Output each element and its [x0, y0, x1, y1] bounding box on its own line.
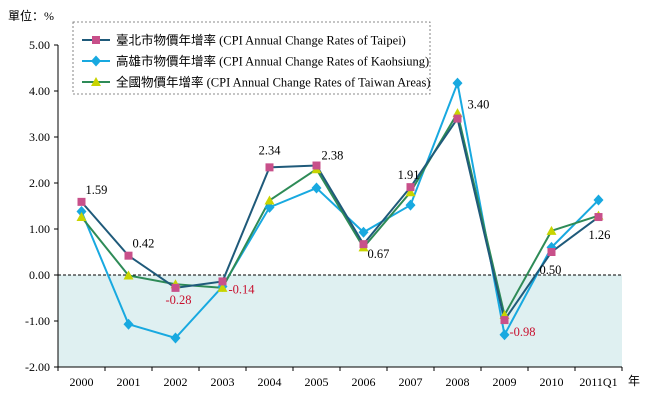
y-axis-unit-label: 單位：%	[8, 8, 54, 23]
legend-swatch-marker	[91, 55, 101, 67]
data-label: 2.34	[259, 143, 282, 157]
x-tick-label: 2010	[540, 375, 564, 389]
data-label: 2.38	[322, 149, 344, 163]
legend-entry: 全國物價年增率 (CPI Annual Change Rates of Taiw…	[116, 75, 430, 90]
data-label: -0.28	[165, 293, 191, 307]
series-line-square	[80, 116, 600, 323]
x-tick-label: 2006	[352, 375, 376, 389]
x-tick-label: 2002	[164, 375, 188, 389]
legend: 臺北市物價年增率 (CPI Annual Change Rates of Tai…	[72, 21, 431, 95]
series-point-diamond	[499, 329, 510, 341]
series-point-square	[171, 283, 180, 292]
series-point-square	[265, 163, 274, 172]
legend-swatch-marker	[92, 36, 100, 44]
x-tick-label: 2000	[70, 375, 94, 389]
series-point-diamond	[405, 199, 416, 211]
series-point-square	[124, 251, 133, 260]
series-point-triangle	[264, 195, 275, 205]
x-tick-label: 2001	[117, 375, 141, 389]
series-point-triangle	[76, 212, 87, 222]
series-point-diamond	[358, 226, 369, 238]
x-tick-label: 2008	[446, 375, 470, 389]
y-tick-label: 1.00	[29, 222, 50, 236]
series-point-triangle	[123, 270, 134, 280]
series-point-diamond	[76, 206, 87, 218]
series-point-diamond	[593, 194, 604, 206]
series-point-square	[77, 197, 86, 206]
data-label: 1.91	[398, 168, 420, 182]
series-point-diamond	[264, 201, 275, 213]
legend-entry: 臺北市物價年增率 (CPI Annual Change Rates of Tai…	[116, 33, 406, 48]
series-point-square	[406, 183, 415, 192]
series-group	[76, 77, 604, 344]
x-tick-label: 2003	[211, 375, 235, 389]
series-point-square	[312, 161, 321, 170]
x-tick-label: 2007	[399, 375, 423, 389]
data-labels: 1.59 0.42 -0.28 -0.14 2.34 2.38 0.67 1.91 3.40 -0…	[86, 98, 611, 339]
y-tick-label: 3.00	[29, 130, 50, 144]
data-label: 1.59	[86, 183, 108, 197]
y-axis-ticks: 5.00 4.00 3.00 2.00 1.00 0.00 -1.00 -2.00	[25, 38, 58, 374]
legend-swatch-marker	[91, 77, 101, 86]
series-point-diamond	[123, 318, 134, 330]
data-label: 1.26	[589, 228, 611, 242]
x-tick-label: 2005	[305, 375, 329, 389]
x-axis-unit-label: 年	[628, 374, 640, 388]
data-label: -0.98	[510, 325, 536, 339]
y-tick-label: -1.00	[25, 314, 50, 328]
series-point-triangle	[217, 282, 228, 292]
series-point-square	[218, 277, 227, 286]
data-label: 0.50	[540, 263, 562, 277]
negative-region-band	[58, 275, 622, 367]
data-label: 0.42	[133, 237, 155, 251]
x-axis-ticks: 2000 2001 2002 2003 2004 2005 2006 2007 2008 2009…	[57, 367, 623, 389]
y-tick-label: 5.00	[29, 38, 50, 52]
data-label: 3.40	[468, 98, 490, 112]
series-point-square	[453, 114, 462, 123]
y-tick-label: -2.00	[25, 360, 50, 374]
x-tick-label: 2009	[493, 375, 517, 389]
data-label: 0.67	[368, 247, 390, 261]
y-tick-label: 0.00	[29, 268, 50, 282]
legend-entry: 高雄市物價年增率 (CPI Annual Change Rates of Kao…	[116, 54, 429, 69]
x-tick-label: 2004	[258, 375, 282, 389]
y-tick-label: 4.00	[29, 84, 50, 98]
series-point-diamond	[452, 77, 463, 89]
series-point-square	[547, 248, 556, 256]
series-point-diamond	[311, 182, 322, 194]
series-point-diamond	[170, 332, 181, 344]
y-tick-label: 2.00	[29, 176, 50, 190]
series-point-square	[359, 240, 368, 249]
series-point-square	[594, 213, 603, 222]
x-tick-label: 2011Q1	[579, 375, 617, 389]
series-point-triangle	[546, 225, 557, 235]
series-point-triangle	[405, 187, 416, 197]
legend-box	[72, 21, 431, 95]
series-point-square	[500, 316, 509, 325]
data-label: -0.14	[229, 282, 256, 296]
